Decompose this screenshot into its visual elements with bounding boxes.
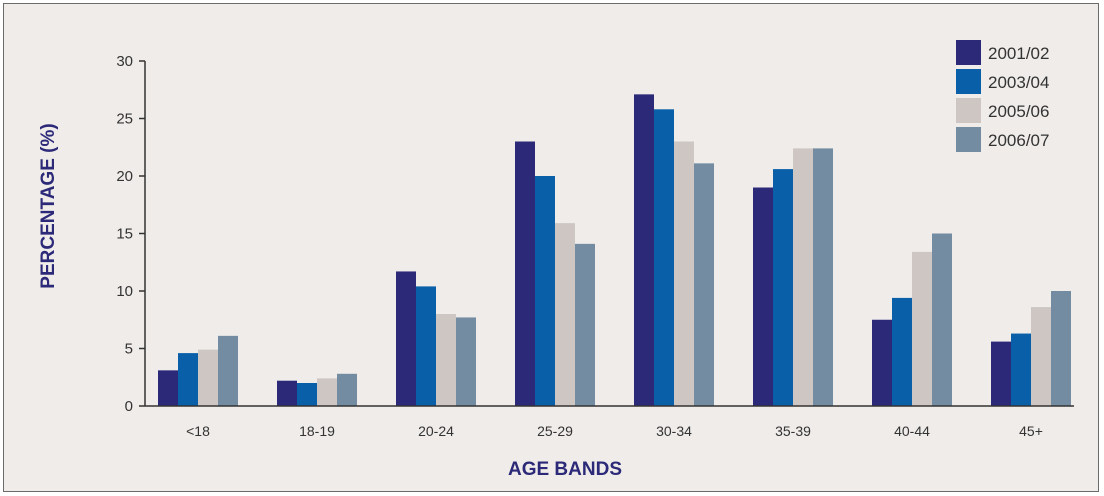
x-category-label: 18-19	[299, 423, 335, 439]
y-tick-label: 30	[116, 53, 133, 70]
bar-2006-07-25-29	[575, 243, 595, 406]
bar-2006-07-18-19	[337, 373, 357, 406]
x-category-label: 45+	[1019, 423, 1043, 439]
x-axis-categories: <18 18-19 20-24 25-29 30-34 35-39 40-44 45+	[186, 423, 1043, 439]
x-category-label: 35-39	[775, 423, 811, 439]
y-tick-label: 0	[125, 398, 133, 415]
y-tick-label: 10	[116, 283, 133, 300]
bar-2001-02-45+	[991, 341, 1011, 406]
y-tick-label: 5	[125, 341, 133, 358]
x-axis-title: AGE BANDS	[508, 459, 622, 480]
bars	[158, 94, 1071, 407]
bar-2006-07-20-24	[456, 317, 476, 406]
bar-2001-02-40-44	[872, 319, 892, 406]
axes	[144, 61, 1074, 407]
bar-2001-02-35-39	[753, 187, 773, 406]
y-axis-ticks: 0 5 10 15 20 25 30	[116, 53, 145, 415]
y-axis-title: PERCENTAGE (%)	[38, 123, 59, 288]
x-category-label: 20-24	[418, 423, 454, 439]
bar-2006-07-<18	[218, 335, 238, 406]
bar-2003-04-40-44	[892, 297, 912, 406]
bar-2005-06-35-39	[793, 148, 813, 406]
bar-2005-06-<18	[198, 349, 218, 406]
bar-2003-04-18-19	[297, 383, 317, 406]
bar-2006-07-40-44	[932, 233, 952, 406]
bar-2003-04-45+	[1011, 333, 1031, 406]
legend-swatch	[956, 69, 981, 94]
legend-swatch	[956, 40, 981, 65]
bar-2001-02-18-19	[277, 380, 297, 406]
bar-2003-04-<18	[178, 353, 198, 406]
x-category-label: <18	[186, 423, 210, 439]
bar-2001-02-<18	[158, 370, 178, 406]
bar-chart: 0 5 10 15 20 25 30 <18 18-19 20-24 25-29 30-34 35-3…	[38, 40, 1074, 480]
legend-swatch	[956, 98, 981, 123]
bar-2006-07-45+	[1051, 291, 1071, 406]
chart-frame: 0 5 10 15 20 25 30 <18 18-19 20-24 25-29 30-34 35-3…	[3, 3, 1099, 492]
bar-2001-02-20-24	[396, 271, 416, 406]
bar-2006-07-30-34	[694, 163, 714, 406]
bar-2001-02-30-34	[634, 94, 654, 406]
x-category-label: 30-34	[656, 423, 692, 439]
bar-2005-06-20-24	[436, 314, 456, 406]
y-tick-label: 25	[116, 111, 133, 128]
x-category-label: 40-44	[894, 423, 930, 439]
bar-2001-02-25-29	[515, 141, 535, 406]
x-category-label: 25-29	[537, 423, 573, 439]
bar-2003-04-20-24	[416, 286, 436, 406]
y-tick-label: 20	[116, 168, 133, 185]
bar-2005-06-40-44	[912, 251, 932, 406]
y-tick-label: 15	[116, 226, 133, 243]
bar-2005-06-30-34	[674, 141, 694, 406]
bar-2005-06-45+	[1031, 307, 1051, 406]
bar-2003-04-30-34	[654, 109, 674, 407]
legend: 2001/02 2003/04 2005/06 2006/07	[956, 40, 1049, 152]
legend-label: 2001/02	[988, 44, 1049, 63]
legend-swatch	[956, 127, 981, 152]
bar-2005-06-25-29	[555, 223, 575, 406]
legend-label: 2006/07	[988, 131, 1049, 150]
bar-2003-04-25-29	[535, 176, 555, 406]
bar-2005-06-18-19	[317, 378, 337, 406]
bar-2006-07-35-39	[813, 148, 833, 406]
legend-label: 2005/06	[988, 102, 1049, 121]
legend-label: 2003/04	[988, 73, 1049, 92]
bar-2003-04-35-39	[773, 169, 793, 406]
